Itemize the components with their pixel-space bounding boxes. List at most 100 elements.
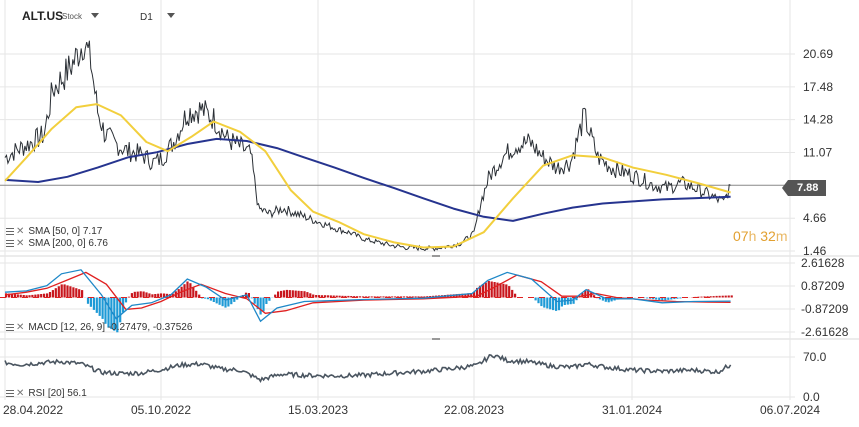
macd-histogram-bar bbox=[643, 297, 646, 299]
macd-histogram-bar bbox=[277, 291, 280, 298]
rsi-axis-tick-label: 0.0 bbox=[803, 390, 820, 404]
macd-histogram-bar bbox=[268, 297, 271, 301]
rsi-indicator-legend[interactable]: ✕ RSI [20] 56.1 bbox=[6, 388, 87, 399]
macd-histogram-bar bbox=[315, 295, 318, 298]
macd-histogram-bar bbox=[414, 296, 417, 298]
macd-histogram-bar bbox=[350, 296, 353, 298]
price-axis-tick-label: 11.07 bbox=[803, 146, 832, 160]
macd-histogram-bar bbox=[329, 295, 332, 298]
price-axis-tick-label: 17.48 bbox=[803, 80, 833, 94]
macd-axis-tick-label: -2.61628 bbox=[801, 325, 849, 339]
macd-histogram-bar bbox=[664, 297, 667, 301]
macd-histogram-bar bbox=[670, 297, 673, 300]
macd-histogram-bar bbox=[309, 293, 312, 298]
x-axis-tick-label: 15.03.2023 bbox=[288, 403, 348, 417]
panel-resize-handle[interactable] bbox=[432, 255, 440, 257]
macd-histogram-bar bbox=[66, 285, 69, 298]
macd-histogram-bar bbox=[110, 297, 113, 330]
macd-histogram-bar bbox=[16, 294, 19, 298]
macd-histogram-bar bbox=[332, 295, 335, 298]
macd-histogram-bar bbox=[312, 294, 315, 298]
macd-histogram-bar bbox=[730, 295, 733, 298]
macd-histogram-bar bbox=[57, 286, 60, 298]
macd-histogram-bar bbox=[195, 290, 198, 298]
macd-histogram-bar bbox=[484, 282, 487, 298]
macd-histogram-bar bbox=[367, 296, 370, 298]
countdown-minutes: 32 bbox=[760, 228, 776, 244]
macd-histogram-bar bbox=[560, 297, 563, 307]
macd-histogram-bar bbox=[709, 296, 712, 298]
macd-histogram-bar bbox=[145, 292, 148, 298]
macd-indicator-legend[interactable]: ✕ MACD [12, 26, 9] -0.27479, -0.37526 bbox=[6, 322, 192, 333]
indicator-settings-icon[interactable] bbox=[6, 324, 14, 331]
macd-histogram-bar bbox=[385, 296, 388, 298]
macd-histogram-bar bbox=[534, 297, 537, 301]
macd-histogram-bar bbox=[227, 297, 230, 307]
macd-histogram-bar bbox=[203, 297, 207, 299]
macd-histogram-bar bbox=[478, 285, 482, 298]
macd-histogram-bar bbox=[133, 291, 136, 298]
macd-histogram-bar bbox=[493, 282, 496, 298]
macd-histogram-bar bbox=[13, 294, 16, 298]
indicator-remove-icon[interactable]: ✕ bbox=[16, 237, 25, 249]
macd-histogram-bar bbox=[598, 297, 601, 300]
macd-histogram-bar bbox=[508, 286, 511, 298]
macd-histogram-bar bbox=[391, 296, 394, 298]
macd-histogram-bar bbox=[236, 297, 239, 300]
macd-histogram-bar bbox=[259, 297, 262, 315]
axes: 20.69 17.48 14.28 11.07 4.66 1.462.61628 0.872… bbox=[3, 47, 849, 417]
macd-histogram-bar bbox=[34, 294, 37, 298]
macd-histogram-bar bbox=[86, 297, 90, 304]
macd-histogram-bar bbox=[19, 294, 22, 298]
timeframe-selector[interactable]: D1 bbox=[140, 12, 153, 23]
macd-histogram-bar bbox=[10, 293, 13, 298]
macd-histogram-bar bbox=[646, 297, 649, 299]
indicator-settings-icon[interactable] bbox=[6, 390, 14, 397]
price-axis-tick-label: 20.69 bbox=[803, 47, 833, 61]
macd-histogram-bar bbox=[282, 290, 286, 298]
macd-histogram-bar bbox=[318, 295, 321, 298]
symbol-name[interactable]: ALT.US bbox=[22, 9, 64, 23]
macd-histogram-bar bbox=[25, 295, 28, 298]
macd-histogram-bar bbox=[543, 297, 546, 308]
price-series-line bbox=[4, 40, 731, 252]
macd-histogram-bar bbox=[661, 297, 664, 301]
indicator-settings-icon[interactable] bbox=[6, 240, 14, 247]
macd-histogram-bar bbox=[578, 296, 581, 298]
macd-histogram-bar bbox=[423, 296, 426, 298]
macd-histogram-bar bbox=[718, 295, 721, 298]
macd-histogram-bar bbox=[95, 297, 98, 313]
macd-histogram-bar bbox=[700, 296, 703, 298]
sma200-indicator-legend[interactable]: ✕ SMA [200, 0] 6.76 bbox=[6, 238, 108, 249]
macd-histogram-bar bbox=[54, 288, 57, 298]
macd-histogram-bar bbox=[584, 290, 587, 298]
macd-histogram-bar bbox=[303, 291, 306, 298]
timeframe-dropdown-icon[interactable] bbox=[167, 13, 175, 18]
macd-histogram-bar bbox=[502, 283, 505, 298]
macd-histogram-bar bbox=[119, 297, 122, 323]
macd-histogram-bar bbox=[405, 296, 408, 298]
macd-histogram-bar bbox=[587, 289, 590, 298]
macd-histogram-bar bbox=[154, 294, 157, 298]
indicator-remove-icon[interactable]: ✕ bbox=[16, 321, 25, 333]
macd-histogram-bar bbox=[142, 291, 145, 298]
macd-histogram-bar bbox=[294, 290, 297, 298]
indicator-settings-icon[interactable] bbox=[6, 228, 14, 235]
macd-histogram-bar bbox=[408, 296, 411, 298]
panel-resize-handle[interactable] bbox=[432, 338, 440, 340]
symbol-dropdown-icon[interactable] bbox=[91, 13, 99, 18]
macd-histogram-bar bbox=[575, 297, 578, 301]
sma50-indicator-legend[interactable]: ✕ SMA [50, 0] 7.17 bbox=[6, 226, 102, 237]
countdown-hours-unit: h bbox=[748, 228, 757, 244]
macd-histogram-bar bbox=[552, 297, 555, 311]
macd-histogram-bar bbox=[673, 297, 676, 300]
indicator-remove-icon[interactable]: ✕ bbox=[16, 225, 25, 237]
symbol-type: Stock bbox=[62, 12, 83, 21]
macd-histogram-bar bbox=[467, 293, 470, 298]
indicator-remove-icon[interactable]: ✕ bbox=[16, 387, 25, 399]
macd-histogram-bar bbox=[72, 287, 75, 298]
macd-histogram-bar bbox=[157, 293, 160, 298]
macd-histogram-bar bbox=[101, 297, 104, 319]
macd-histogram-bar bbox=[473, 291, 476, 298]
